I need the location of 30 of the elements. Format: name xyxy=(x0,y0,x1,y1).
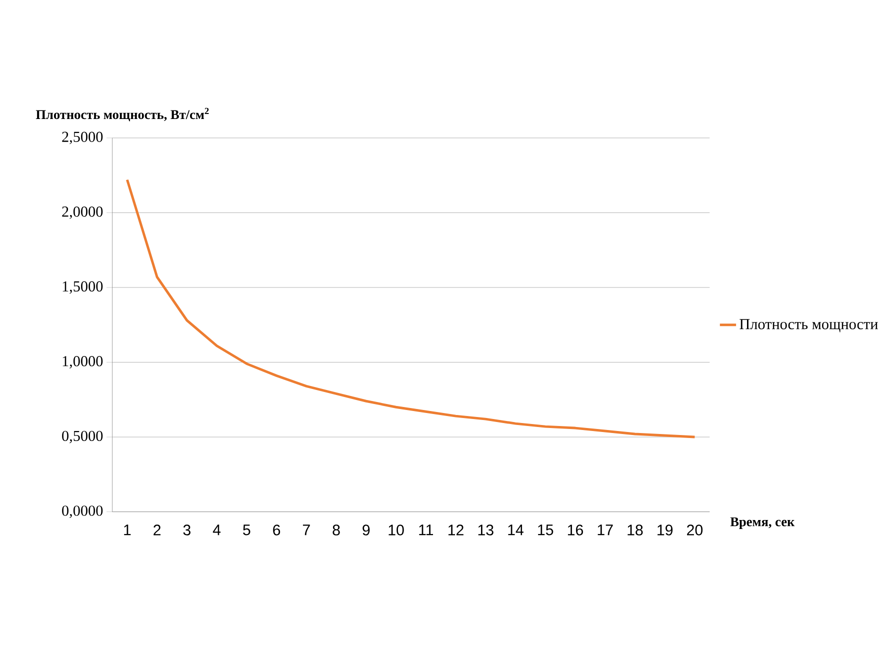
x-tick-label: 13 xyxy=(478,524,494,536)
y-tick-label: 2,0000 xyxy=(62,206,103,220)
y-tick-label: 2,5000 xyxy=(62,132,103,144)
x-tick-label: 14 xyxy=(508,524,524,536)
x-tick-label: 1 xyxy=(124,524,131,536)
y-tick-label: 1,0000 xyxy=(62,356,103,369)
x-tick-label: 5 xyxy=(243,524,250,536)
x-tick-label: 18 xyxy=(628,524,643,536)
x-tick-label: 3 xyxy=(183,524,190,536)
y-tick-label: 1,5000 xyxy=(62,281,103,294)
x-tick-label: 8 xyxy=(332,524,340,536)
x-tick-label: 7 xyxy=(302,524,310,536)
x-tick-label: 15 xyxy=(538,524,554,536)
y-tick-label: 0,5000 xyxy=(62,430,103,444)
x-tick-label: 20 xyxy=(687,524,703,536)
x-tick-label: 6 xyxy=(273,524,280,536)
x-tick-label: 19 xyxy=(658,524,673,536)
legend-label: Плотность мощности xyxy=(740,319,878,332)
x-tick-label: 12 xyxy=(448,524,464,536)
x-tick-label: 11 xyxy=(419,524,434,536)
y-tick-label: 0,0000 xyxy=(62,506,103,518)
x-tick-label: 16 xyxy=(568,524,583,536)
line-series xyxy=(126,178,696,438)
x-tick-label: 17 xyxy=(598,524,613,536)
x-axis-title: Время, сек xyxy=(730,518,795,530)
x-tick-label: 9 xyxy=(362,524,370,536)
y-axis-title: Плотность мощность, Вт/см$^{2}$ xyxy=(36,108,209,122)
x-tick-label: 4 xyxy=(212,524,221,536)
x-tick-label: 2 xyxy=(154,524,161,536)
x-tick-label: 10 xyxy=(388,524,404,536)
